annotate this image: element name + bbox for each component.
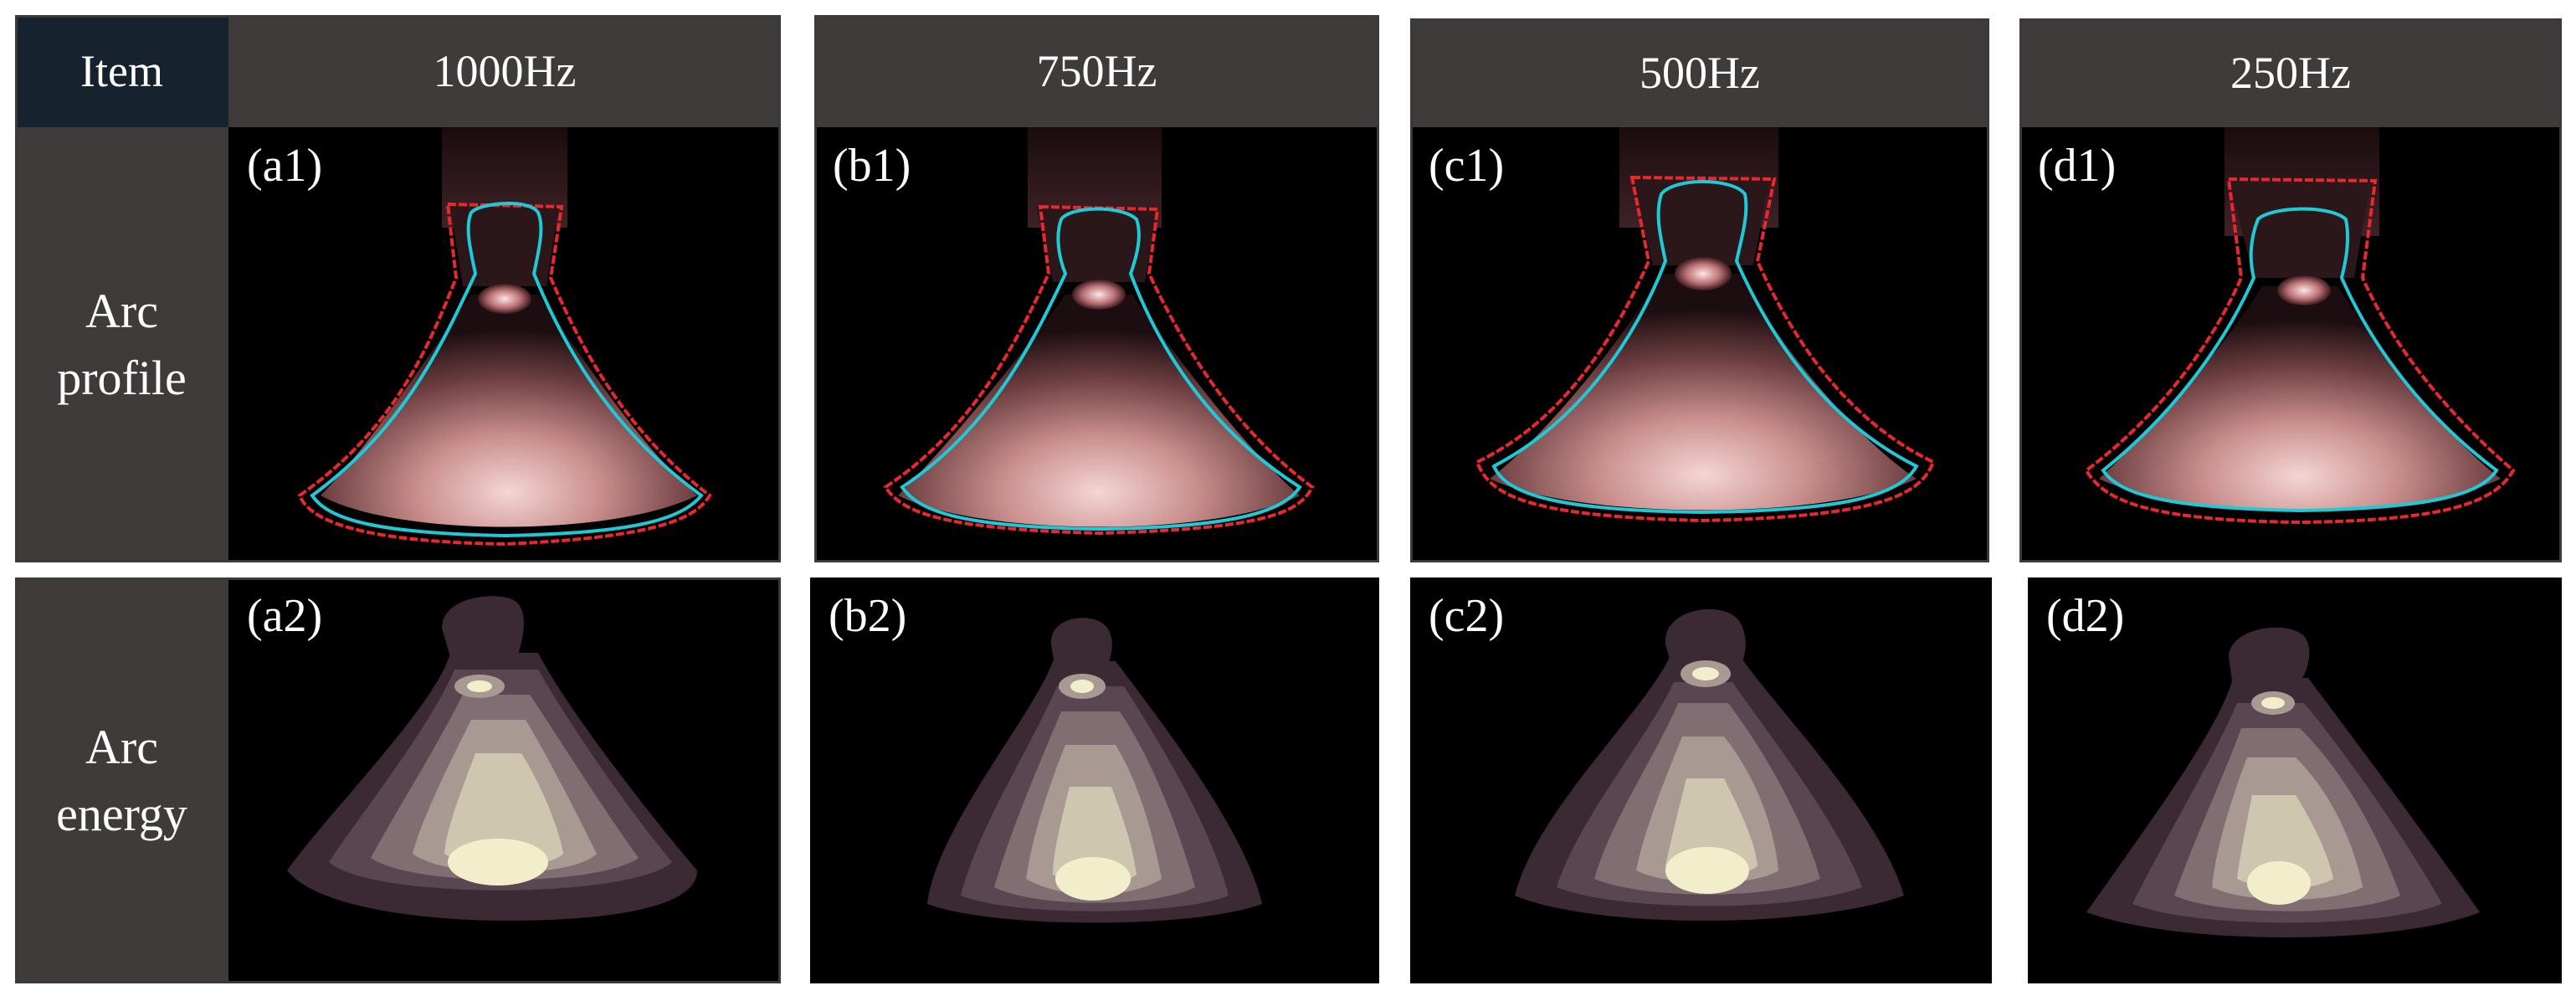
arc-energy-image [287,596,697,921]
panel-c2: (c2) [1410,578,1992,983]
row-label-line1: Arc [85,284,158,338]
header-1000hz: 1000Hz [228,15,781,127]
arc-profile-image [297,127,712,547]
panel-label-b1: (b1) [833,140,911,192]
panel-label-a1: (a1) [247,140,323,192]
header-750hz-label: 750Hz [1036,46,1157,96]
row-label-line1: Arc [85,719,158,774]
panel-d1: (d1) [2019,127,2562,562]
panel-b1: (b1) [814,127,1379,562]
arc-energy-image [927,618,1262,923]
row-label-line2: profile [57,351,187,405]
arc-profile-image [2084,127,2516,525]
arc-profile-image [1475,127,1936,523]
header-item-label: Item [80,46,163,96]
header-1000hz-label: 1000Hz [433,46,577,96]
row-label-line2: energy [56,786,187,841]
panel-label-a2: (a2) [247,590,323,642]
panel-label-b2: (b2) [829,590,907,642]
row-label-arc-profile: Arc profile [15,127,228,562]
panel-c1: (c1) [1410,127,1989,562]
panel-label-d2: (d2) [2046,590,2125,642]
header-250hz-label: 250Hz [2230,48,2351,98]
header-500hz: 500Hz [1410,18,1989,127]
header-500hz-label: 500Hz [1640,48,1760,98]
arc-energy-image [2086,627,2480,937]
panel-b2: (b2) [810,578,1379,983]
panel-label-c1: (c1) [1429,140,1505,192]
row-label-arc-energy: Arc energy [15,578,228,983]
arc-profile-image [883,127,1315,536]
panel-a1: (a1) [228,127,781,562]
arc-energy-image [1515,608,1904,921]
header-250hz: 250Hz [2019,18,2562,127]
panel-label-d1: (d1) [2038,140,2117,192]
header-750hz: 750Hz [814,15,1379,127]
panel-d2: (d2) [2028,578,2562,983]
panel-a2: (a2) [228,578,781,983]
header-item-cell: Item [15,15,228,127]
panel-label-c2: (c2) [1429,590,1505,642]
